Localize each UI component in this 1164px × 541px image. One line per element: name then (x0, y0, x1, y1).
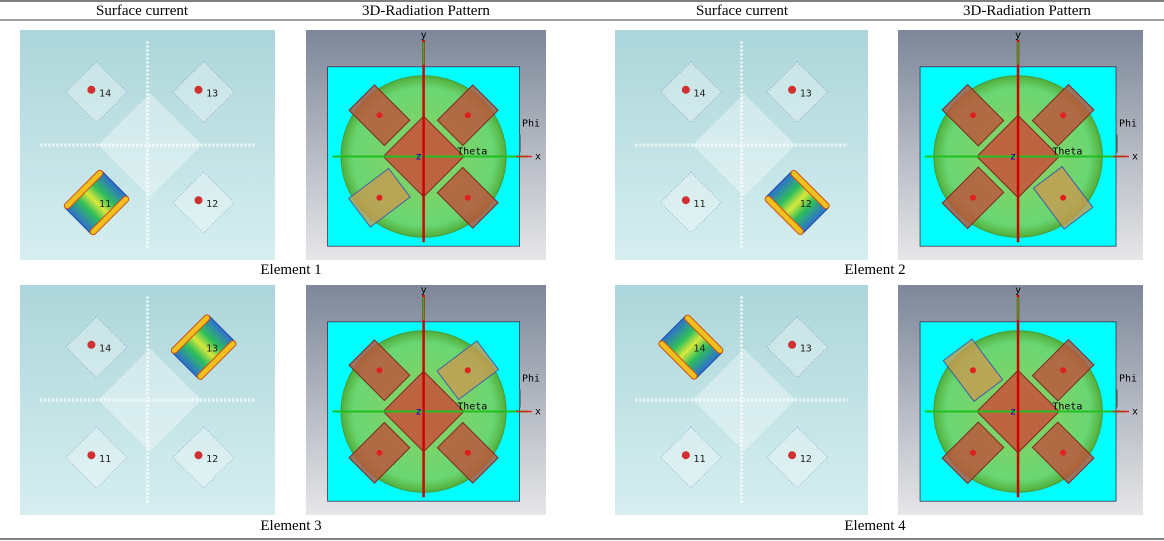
axis-label: Theta (457, 147, 487, 158)
element-caption: Element 1 (260, 262, 321, 278)
port-dot (376, 367, 382, 373)
axis-label: Phi (522, 374, 540, 385)
port-label: 11 (99, 199, 111, 210)
port-dot (376, 195, 382, 201)
port-dot (87, 341, 95, 349)
port-dot (970, 195, 976, 201)
axis-label: x (1132, 152, 1138, 163)
port-dot (465, 367, 471, 373)
column-header: Surface current (696, 3, 789, 19)
axis-label: z (416, 407, 422, 418)
axis-label: y (421, 30, 427, 41)
axis-label: x (535, 407, 541, 418)
element-caption: Element 3 (260, 518, 321, 534)
axis-label: z (416, 152, 422, 163)
radiation-pattern-image: y x z Theta Phi (306, 30, 546, 260)
axis-label: y (421, 285, 427, 296)
port-dot (195, 86, 203, 94)
port-dot (970, 367, 976, 373)
port-dot (788, 451, 796, 459)
port-label: 12 (800, 199, 812, 210)
port-dot (682, 196, 690, 204)
port-dot (376, 112, 382, 118)
port-label: 12 (800, 454, 812, 465)
port-dot (970, 450, 976, 456)
surface-current-image: 14 13 11 12 (20, 285, 275, 515)
port-label: 14 (99, 89, 111, 100)
port-label: 13 (206, 344, 218, 355)
radiation-pattern-image: y x z Theta Phi (306, 285, 546, 515)
port-label: 11 (693, 454, 705, 465)
port-label: 14 (693, 89, 705, 100)
port-dot (1060, 195, 1066, 201)
axis-label: Theta (1052, 402, 1082, 413)
surface-current-image: 14 13 11 12 (615, 285, 868, 515)
figure-table: Surface current 3D-Radiation Pattern Surfa… (0, 0, 1164, 541)
axis-label: Phi (522, 119, 540, 130)
port-dot (788, 86, 796, 94)
axis-label: Theta (457, 402, 487, 413)
port-dot (465, 195, 471, 201)
port-label: 11 (693, 199, 705, 210)
port-dot (195, 196, 203, 204)
port-dot (788, 341, 796, 349)
port-dot (1060, 367, 1066, 373)
port-label: 14 (99, 344, 111, 355)
port-label: 13 (206, 89, 218, 100)
axis-label: x (535, 152, 541, 163)
radiation-pattern-image: y x z Theta Phi (898, 285, 1143, 515)
element-caption: Element 4 (844, 518, 906, 534)
axis-label: Phi (1119, 119, 1137, 130)
axis-label: z (1010, 407, 1016, 418)
port-label: 14 (693, 344, 705, 355)
axis-label: x (1132, 407, 1138, 418)
surface-current-image: 14 13 11 12 (20, 30, 275, 260)
column-header: Surface current (96, 3, 189, 19)
axis-label: Theta (1052, 147, 1082, 158)
port-dot (376, 450, 382, 456)
axis-label: y (1015, 30, 1021, 41)
port-dot (682, 451, 690, 459)
port-dot (682, 86, 690, 94)
port-label: 13 (800, 89, 812, 100)
port-dot (87, 86, 95, 94)
element-caption: Element 2 (844, 262, 905, 278)
column-header: 3D-Radiation Pattern (362, 3, 490, 19)
port-dot (465, 450, 471, 456)
port-label: 12 (206, 199, 218, 210)
port-dot (1060, 450, 1066, 456)
axis-label: Phi (1119, 374, 1137, 385)
port-label: 11 (99, 454, 111, 465)
port-label: 12 (206, 454, 218, 465)
port-dot (195, 451, 203, 459)
surface-current-image: 14 13 11 12 (615, 30, 868, 260)
port-dot (970, 112, 976, 118)
axis-label: z (1010, 152, 1016, 163)
port-label: 13 (800, 344, 812, 355)
port-dot (465, 112, 471, 118)
axis-label: y (1015, 285, 1021, 296)
radiation-pattern-image: y x z Theta Phi (898, 30, 1143, 260)
port-dot (87, 451, 95, 459)
column-header: 3D-Radiation Pattern (963, 3, 1091, 19)
port-dot (1060, 112, 1066, 118)
